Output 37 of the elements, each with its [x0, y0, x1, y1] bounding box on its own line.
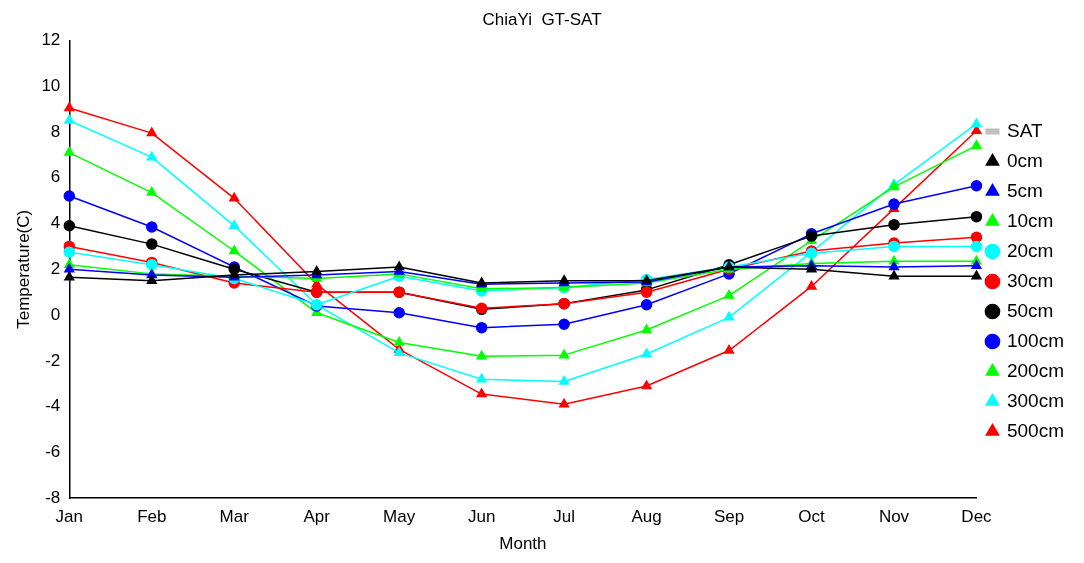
legend-label: 0cm [1006, 149, 1043, 171]
legend-label: 5cm [1006, 179, 1043, 201]
x-tick-label: Oct [798, 507, 826, 527]
x-tick-label: Apr [303, 507, 331, 527]
chart-title: ChiaYi GT-SAT [482, 9, 602, 29]
legend-label: 300cm [1006, 389, 1064, 411]
y-tick-label: -4 [45, 396, 61, 416]
x-tick-label: Sep [713, 507, 745, 527]
legend-label: 200cm [1006, 359, 1064, 381]
x-axis-title: Month [499, 534, 547, 554]
y-tick-label: -2 [45, 350, 61, 370]
x-tick-label: Mar [219, 507, 250, 527]
legend-label: 500cm [1006, 419, 1064, 441]
legend-label: 30cm [1006, 269, 1054, 291]
legend-label: 20cm [1006, 239, 1054, 261]
x-tick-label: Jun [467, 507, 496, 527]
legend-label: 100cm [1006, 329, 1064, 351]
y-tick-label: 4 [50, 213, 61, 233]
x-tick-label: Dec [961, 507, 993, 527]
x-tick-label: Feb [137, 507, 167, 527]
y-tick-label: -6 [45, 442, 61, 462]
legend-label: 10cm [1006, 209, 1054, 231]
y-tick-label: 2 [50, 258, 61, 278]
legend-label: SAT [1006, 119, 1043, 141]
y-tick-label: 0 [50, 304, 61, 324]
y-tick-label: 12 [41, 30, 61, 50]
x-tick-label: Jul [553, 507, 575, 527]
y-tick-label: -8 [45, 487, 61, 507]
y-axis-title: Temperature(C) [13, 209, 33, 329]
x-tick-label: May [383, 507, 416, 527]
y-tick-label: 10 [41, 75, 61, 95]
y-tick-label: 6 [50, 167, 61, 187]
y-tick-label: 8 [50, 121, 61, 141]
x-tick-label: Jan [55, 507, 84, 527]
legend-label: 50cm [1006, 299, 1054, 321]
x-tick-label: Nov [878, 507, 910, 527]
x-tick-label: Aug [631, 507, 662, 527]
